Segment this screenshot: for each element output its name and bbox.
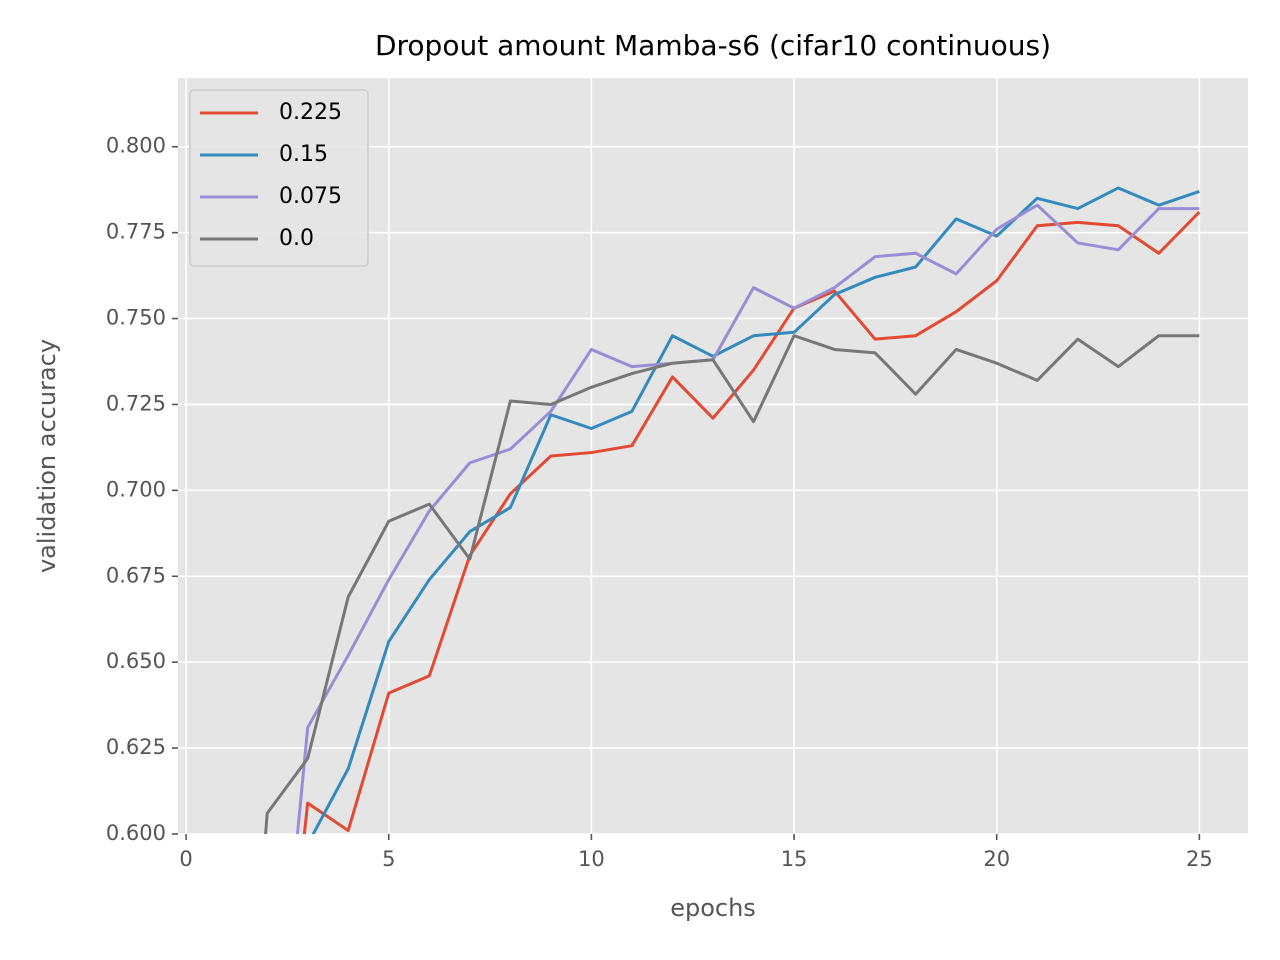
data-line: [311, 186, 1200, 834]
legend-label: 0.15: [279, 142, 328, 167]
legend-box: [189, 89, 369, 267]
y-tick-label: 0.625: [106, 735, 166, 759]
y-tick-label: 0.800: [106, 134, 166, 158]
y-tick-label: 0.675: [106, 563, 166, 587]
y-tick-label: 0.725: [106, 391, 166, 415]
x-tick-label: 10: [578, 847, 605, 871]
data-line: [302, 210, 1201, 834]
y-tick-label: 0.600: [106, 821, 166, 845]
y-axis-label: validation accuracy: [33, 339, 61, 573]
x-tick-label: 5: [382, 847, 395, 871]
legend-label: 0.225: [279, 100, 342, 125]
legend-label: 0.0: [279, 226, 314, 251]
legend-label: 0.075: [279, 184, 342, 209]
y-tick-label: 0.650: [106, 649, 166, 673]
x-tick-label: 20: [983, 847, 1010, 871]
x-axis-label: epochs: [670, 894, 756, 922]
x-tick-label: 15: [781, 847, 808, 871]
data-line: [264, 334, 1200, 834]
x-tick-label: 25: [1186, 847, 1213, 871]
x-tick-label: 0: [179, 847, 192, 871]
y-tick-label: 0.700: [106, 477, 166, 501]
y-tick-label: 0.750: [106, 306, 166, 330]
y-tick-label: 0.775: [106, 220, 166, 244]
chart-title: Dropout amount Mamba-s6 (cifar10 continu…: [375, 29, 1051, 62]
